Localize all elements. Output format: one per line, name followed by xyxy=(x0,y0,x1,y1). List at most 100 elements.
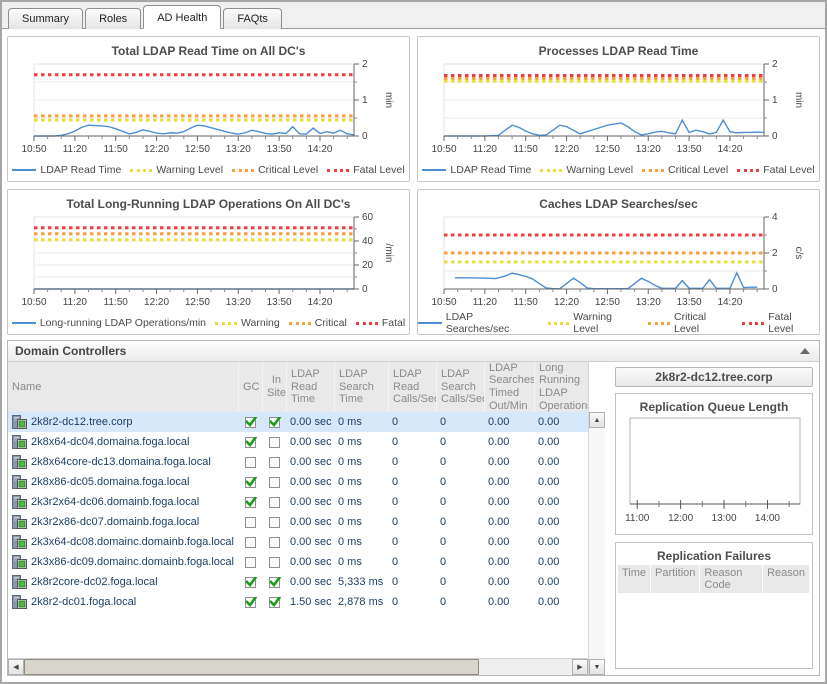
svg-text:14:20: 14:20 xyxy=(307,144,332,155)
svg-text:12:20: 12:20 xyxy=(554,144,579,155)
value-cell: 0 xyxy=(440,416,447,428)
legend-label: Critical Level xyxy=(668,164,729,176)
dc-name: 2k3r2x86-dc07.domainb.foga.local xyxy=(31,516,200,528)
in-site-cell xyxy=(262,556,286,568)
tab-summary[interactable]: Summary xyxy=(8,8,84,29)
table-row[interactable]: 2k8x64core-dc13.domaina.foga.local 0.00 s… xyxy=(8,452,588,472)
charts-grid: Total LDAP Read Time on All DC's 10:50 11… xyxy=(2,29,825,340)
value-cell: 0.00 xyxy=(538,416,560,428)
value-cell: 0.00 sec xyxy=(290,416,332,428)
legend-label: LDAP Searches/sec xyxy=(445,311,510,335)
legend-dots-swatch xyxy=(742,321,765,325)
horizontal-scroll-thumb[interactable] xyxy=(24,659,479,675)
value-cell: 0.00 xyxy=(488,496,510,508)
table-row[interactable]: 2k3x86-dc09.domainc.domainb.foga.local 0.… xyxy=(8,552,588,572)
in-site-cell xyxy=(262,416,286,428)
col-header-gc[interactable]: GC xyxy=(238,362,262,412)
col-header-ldap-search-time[interactable]: LDAP Search Time xyxy=(334,362,388,412)
in-site-checked-icon xyxy=(268,596,281,608)
col-header-reason[interactable]: Reason xyxy=(763,565,809,593)
dc-name: 2k8x64-dc04.domaina.foga.local xyxy=(31,436,190,448)
domain-controller-icon xyxy=(12,415,27,429)
legend-dots-swatch xyxy=(215,321,237,325)
vertical-scrollbar[interactable]: ▲ ▼ xyxy=(588,362,605,675)
chart-legend: LDAP Read Time Warning Level Critical Leve… xyxy=(418,162,819,178)
tab-faqts[interactable]: FAQts xyxy=(223,8,282,29)
value-cell: 0.00 sec xyxy=(290,496,332,508)
value-cell: 0.00 sec xyxy=(290,516,332,528)
gc-checked-icon xyxy=(244,576,257,588)
col-header-ldap-search-calls[interactable]: LDAP Search Calls/Sec xyxy=(436,362,484,412)
scroll-up-icon[interactable]: ▲ xyxy=(589,412,605,428)
legend-label: Fatal xyxy=(381,317,406,329)
dc-table-zone: Name GC In Site LDAP Read Time LDAP Sear… xyxy=(8,362,605,675)
gc-checked-icon xyxy=(244,436,257,448)
col-header-time[interactable]: Time xyxy=(618,565,651,593)
value-cell: 0 ms xyxy=(338,536,362,548)
value-cell: 0.00 xyxy=(538,476,560,488)
replication-failures-panel: Replication Failures Time Partition Reas… xyxy=(615,542,813,669)
col-header-partition[interactable]: Partition xyxy=(651,565,700,593)
col-header-ldap-read-calls[interactable]: LDAP Read Calls/Sec xyxy=(388,362,436,412)
in-site-checked-icon xyxy=(268,416,281,428)
col-header-ldap-read-time[interactable]: LDAP Read Time xyxy=(286,362,334,412)
svg-text:11:20: 11:20 xyxy=(63,144,88,155)
value-cell: 0 xyxy=(440,476,447,488)
svg-text:13:20: 13:20 xyxy=(226,144,251,155)
selected-dc-button[interactable]: 2k8r2-dc12.tree.corp xyxy=(615,367,813,387)
scroll-right-icon[interactable]: ▶ xyxy=(572,659,588,675)
svg-text:11:20: 11:20 xyxy=(473,297,498,308)
svg-text:12:20: 12:20 xyxy=(144,144,169,155)
replication-queue-panel: Replication Queue Length 11:00 12:00 13:00… xyxy=(615,393,813,535)
table-row[interactable]: 2k3x64-dc08.domainc.domainb.foga.local 0.… xyxy=(8,532,588,552)
scroll-left-icon[interactable]: ◀ xyxy=(8,659,24,675)
svg-text:13:20: 13:20 xyxy=(636,297,661,308)
value-cell: 0.00 xyxy=(488,436,510,448)
svg-text:10:50: 10:50 xyxy=(431,297,456,308)
table-row[interactable]: 2k8r2core-dc02.foga.local 0.00 sec 5,333 m… xyxy=(8,572,588,592)
tab-ad-health[interactable]: AD Health xyxy=(143,5,222,29)
gc-checked-icon xyxy=(244,416,257,428)
svg-text:14:00: 14:00 xyxy=(755,513,780,524)
legend-dots-swatch xyxy=(232,168,255,172)
scroll-down-icon[interactable]: ▼ xyxy=(589,659,605,675)
col-header-in-site[interactable]: In Site xyxy=(262,362,286,412)
col-header-reason-code[interactable]: Reason Code xyxy=(700,565,763,593)
value-cell: 5,333 ms xyxy=(338,576,384,588)
svg-text:11:50: 11:50 xyxy=(104,297,129,308)
table-row[interactable]: 2k3r2x64-dc06.domainb.foga.local 0.00 sec… xyxy=(8,492,588,512)
legend-item: Warning Level xyxy=(130,164,223,176)
collapse-panel-icon[interactable] xyxy=(800,348,810,354)
svg-text:min: min xyxy=(793,92,804,108)
chart-plot: 10:50 11:20 11:50 12:20 12:50 13:20 13:50 14:20… xyxy=(8,58,409,162)
dc-name-cell: 2k3r2x64-dc06.domainb.foga.local xyxy=(8,495,238,509)
chart-title: Processes LDAP Read Time xyxy=(538,44,699,58)
horizontal-scrollbar[interactable]: ◀ ▶ xyxy=(8,658,588,675)
table-row[interactable]: 2k8x86-dc05.domaina.foga.local 0.00 sec 0 … xyxy=(8,472,588,492)
svg-text:c/s: c/s xyxy=(793,247,804,260)
table-row[interactable]: 2k8r2-dc01.foga.local 1.50 sec 2,878 ms 0 0 0… xyxy=(8,592,588,612)
value-cell: 0 ms xyxy=(338,456,362,468)
svg-text:13:00: 13:00 xyxy=(712,513,737,524)
table-row[interactable]: 2k3r2x86-dc07.domainb.foga.local 0.00 sec… xyxy=(8,512,588,532)
col-header-ldap-searches-timed-out[interactable]: LDAP Searches Timed Out/Min xyxy=(484,362,534,412)
in-site-cell xyxy=(262,476,286,488)
col-header-name[interactable]: Name xyxy=(12,380,42,393)
domain-controllers-panel: Domain Controllers Name GC In Site LDAP … xyxy=(7,340,820,676)
svg-text:10:50: 10:50 xyxy=(21,297,46,308)
tab-roles[interactable]: Roles xyxy=(85,8,142,29)
value-cell: 0 xyxy=(392,576,399,588)
horizontal-scroll-track[interactable] xyxy=(479,659,572,675)
svg-text:0: 0 xyxy=(362,284,368,295)
value-cell: 0 xyxy=(392,556,399,568)
gc-cell xyxy=(238,556,262,568)
vertical-scroll-track[interactable] xyxy=(589,428,605,659)
gc-unchecked-icon xyxy=(244,456,256,468)
legend-item: Fatal Level xyxy=(742,311,819,334)
value-cell: 0.00 xyxy=(538,456,560,468)
table-row[interactable]: 2k8x64-dc04.domaina.foga.local 0.00 sec 0 … xyxy=(8,432,588,452)
legend-label: Warning xyxy=(241,317,280,329)
col-header-long-running-ldap-operations[interactable]: Long Running LDAP Operations xyxy=(534,362,588,412)
table-row[interactable]: 2k8r2-dc12.tree.corp 0.00 sec 0 ms 0 0 0.00 0.… xyxy=(8,412,588,432)
value-cell: 0 ms xyxy=(338,556,362,568)
